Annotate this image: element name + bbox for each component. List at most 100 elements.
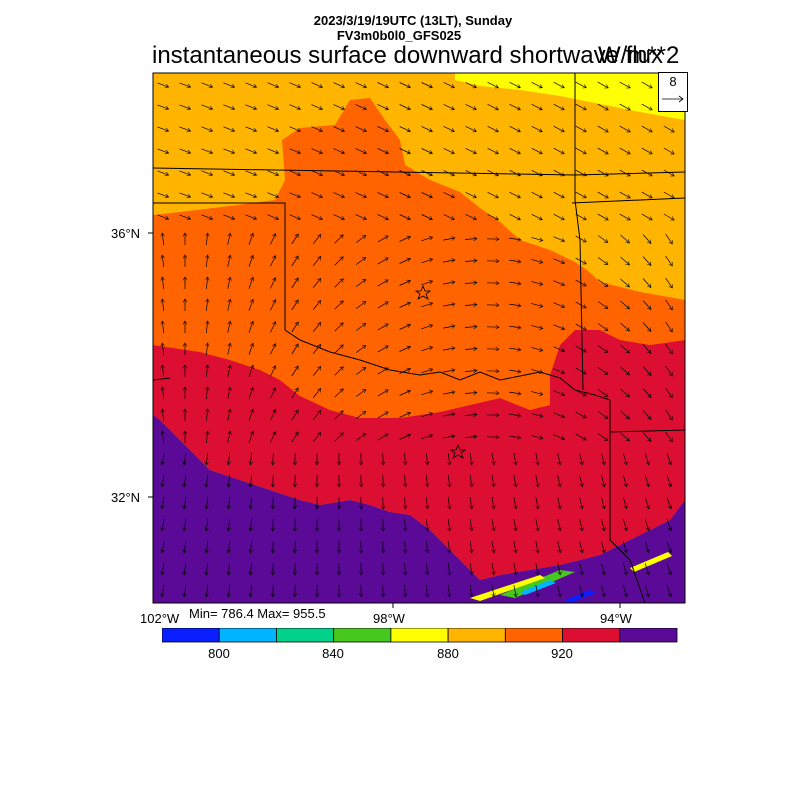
wind-vector — [536, 453, 538, 465]
wind-vector — [223, 148, 234, 153]
wind-vector — [509, 260, 521, 262]
wind-vector — [465, 170, 477, 175]
wind-vector — [267, 214, 278, 220]
wind-vector — [162, 431, 163, 444]
wind-vector — [443, 126, 455, 131]
wind-vector — [622, 497, 626, 508]
wind-vector — [509, 348, 521, 350]
wind-vector — [334, 257, 344, 266]
wind-vector — [355, 433, 366, 441]
wind-vector — [426, 562, 427, 575]
star-oklahoma-city — [414, 284, 432, 300]
wind-vector — [201, 192, 212, 197]
wind-vector — [553, 324, 564, 330]
wind-vector — [311, 192, 323, 198]
wind-vector — [531, 147, 543, 153]
wind-vector — [421, 325, 432, 330]
flux-band-far-south — [153, 415, 685, 603]
wind-vector — [465, 104, 477, 109]
wind-vector — [162, 563, 164, 575]
wind-vector — [665, 387, 673, 398]
wind-vector — [355, 148, 367, 154]
wind-vector — [470, 563, 472, 575]
wind-vector — [405, 584, 406, 597]
wind-vector — [443, 370, 455, 372]
wind-vector — [443, 238, 455, 240]
wind-vector — [492, 563, 494, 575]
wind-vector — [509, 326, 521, 328]
wind-vector — [579, 541, 583, 553]
wind-vector — [399, 391, 411, 396]
wind-vector — [333, 82, 345, 88]
wind-vector — [464, 349, 477, 350]
wind-vector — [377, 367, 388, 375]
wind-vector — [470, 519, 472, 531]
wind-vector — [663, 125, 674, 132]
wind-vector — [620, 410, 630, 419]
wind-vector — [227, 365, 231, 377]
wind-vector — [333, 192, 345, 198]
wind-vector — [184, 585, 186, 597]
wind-vector — [557, 585, 561, 597]
wind-vector — [206, 277, 207, 290]
wind-vector — [514, 585, 516, 597]
wind-vector — [334, 411, 344, 420]
wind-vector — [619, 213, 631, 220]
wind-vector — [267, 126, 278, 132]
wind-vector — [291, 234, 299, 245]
wind-vector — [227, 277, 231, 289]
wind-vector — [312, 410, 321, 420]
wind-vector — [579, 519, 583, 531]
wind-vector — [289, 192, 301, 198]
wind-vector — [557, 519, 561, 531]
wind-vector — [179, 148, 190, 153]
wind-vector — [642, 432, 651, 442]
wind-vector — [179, 126, 190, 131]
wind-vector — [597, 191, 609, 198]
wind-vector — [270, 366, 275, 377]
wind-vector — [553, 191, 565, 198]
wind-vector — [597, 367, 608, 375]
wind-vector — [248, 277, 253, 289]
wind-vector — [597, 103, 609, 110]
wind-vector — [270, 322, 275, 333]
wind-vector — [228, 452, 229, 465]
wind-vector — [642, 256, 651, 266]
wind-vector — [641, 103, 652, 110]
wind-vector — [443, 348, 455, 350]
wind-vector — [245, 104, 256, 109]
wind-vector — [201, 126, 212, 131]
wind-vector — [157, 82, 168, 87]
wind-vector — [312, 234, 321, 244]
wind-vector — [223, 192, 234, 197]
wind-vector — [162, 585, 164, 597]
wind-vector — [531, 347, 543, 350]
wind-vector — [665, 277, 673, 288]
wind-vector — [487, 191, 499, 197]
wind-vector — [509, 414, 521, 416]
wind-vector — [399, 104, 411, 110]
wind-vector — [531, 325, 543, 328]
wind-vector — [399, 435, 411, 440]
wind-vector — [641, 213, 652, 220]
colorbar-swatch — [504, 628, 563, 643]
wind-vector — [536, 541, 538, 553]
wind-vector — [162, 453, 164, 465]
wind-vector — [312, 432, 321, 442]
field-title: instantaneous surface downward shortwave… — [152, 42, 663, 69]
wind-vector — [162, 497, 164, 509]
wind-vector — [575, 103, 587, 110]
wind-vector — [443, 170, 455, 175]
wind-vector — [514, 497, 516, 509]
wind-vector — [291, 256, 299, 267]
wind-vector — [179, 104, 190, 109]
flux-streak-cyan — [520, 580, 556, 595]
wind-vector — [206, 233, 207, 246]
colorbar-swatch — [276, 628, 335, 643]
wind-vector — [355, 411, 366, 419]
wind-vector — [270, 388, 275, 399]
wind-vector — [179, 192, 190, 197]
colorbar-swatch — [562, 628, 621, 643]
wind-vector — [333, 214, 345, 220]
